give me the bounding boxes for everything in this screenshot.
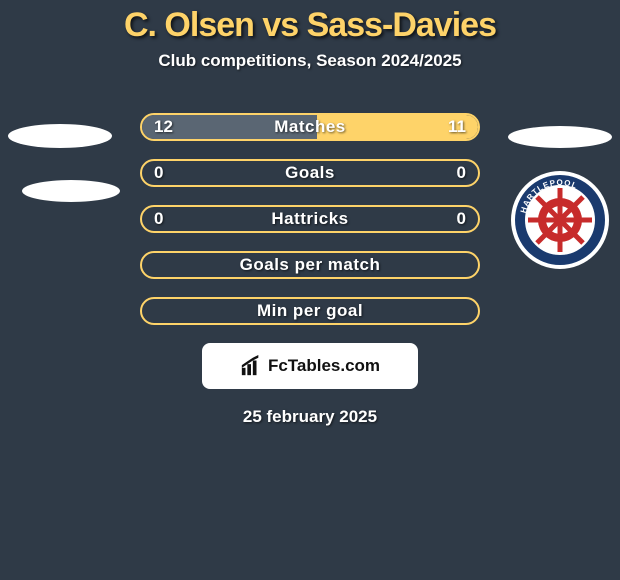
stat-row: Goals per match: [140, 251, 480, 279]
stat-row: Matches12 11: [140, 113, 480, 141]
brand-text: FcTables.com: [268, 356, 380, 376]
bar-chart-icon: [240, 355, 262, 377]
subtitle: Club competitions, Season 2024/2025: [0, 51, 620, 71]
stat-row: Min per goal: [140, 297, 480, 325]
stat-label: Hattricks: [142, 207, 478, 231]
stat-value-left: 12: [154, 115, 173, 139]
stat-row: Goals0 0: [140, 159, 480, 187]
stat-label: Matches: [142, 115, 478, 139]
left-player-badge-bottom: [22, 180, 120, 202]
brand-badge: FcTables.com: [202, 343, 418, 389]
right-club-crest: HARTLEPOOL: [510, 170, 610, 270]
left-player-badge-top: [8, 124, 112, 148]
stat-label: Goals per match: [142, 253, 478, 277]
stat-value-right: 0: [457, 207, 466, 231]
page-title: C. Olsen vs Sass-Davies: [0, 0, 620, 45]
snapshot-date: 25 february 2025: [0, 407, 620, 427]
stat-label: Goals: [142, 161, 478, 185]
stat-value-right: 0: [457, 161, 466, 185]
stat-value-right: 11: [448, 115, 466, 139]
stat-label: Min per goal: [142, 299, 478, 323]
right-player-badge-top: [508, 126, 612, 148]
stat-value-left: 0: [154, 161, 163, 185]
stat-row: Hattricks0 0: [140, 205, 480, 233]
stat-value-left: 0: [154, 207, 163, 231]
